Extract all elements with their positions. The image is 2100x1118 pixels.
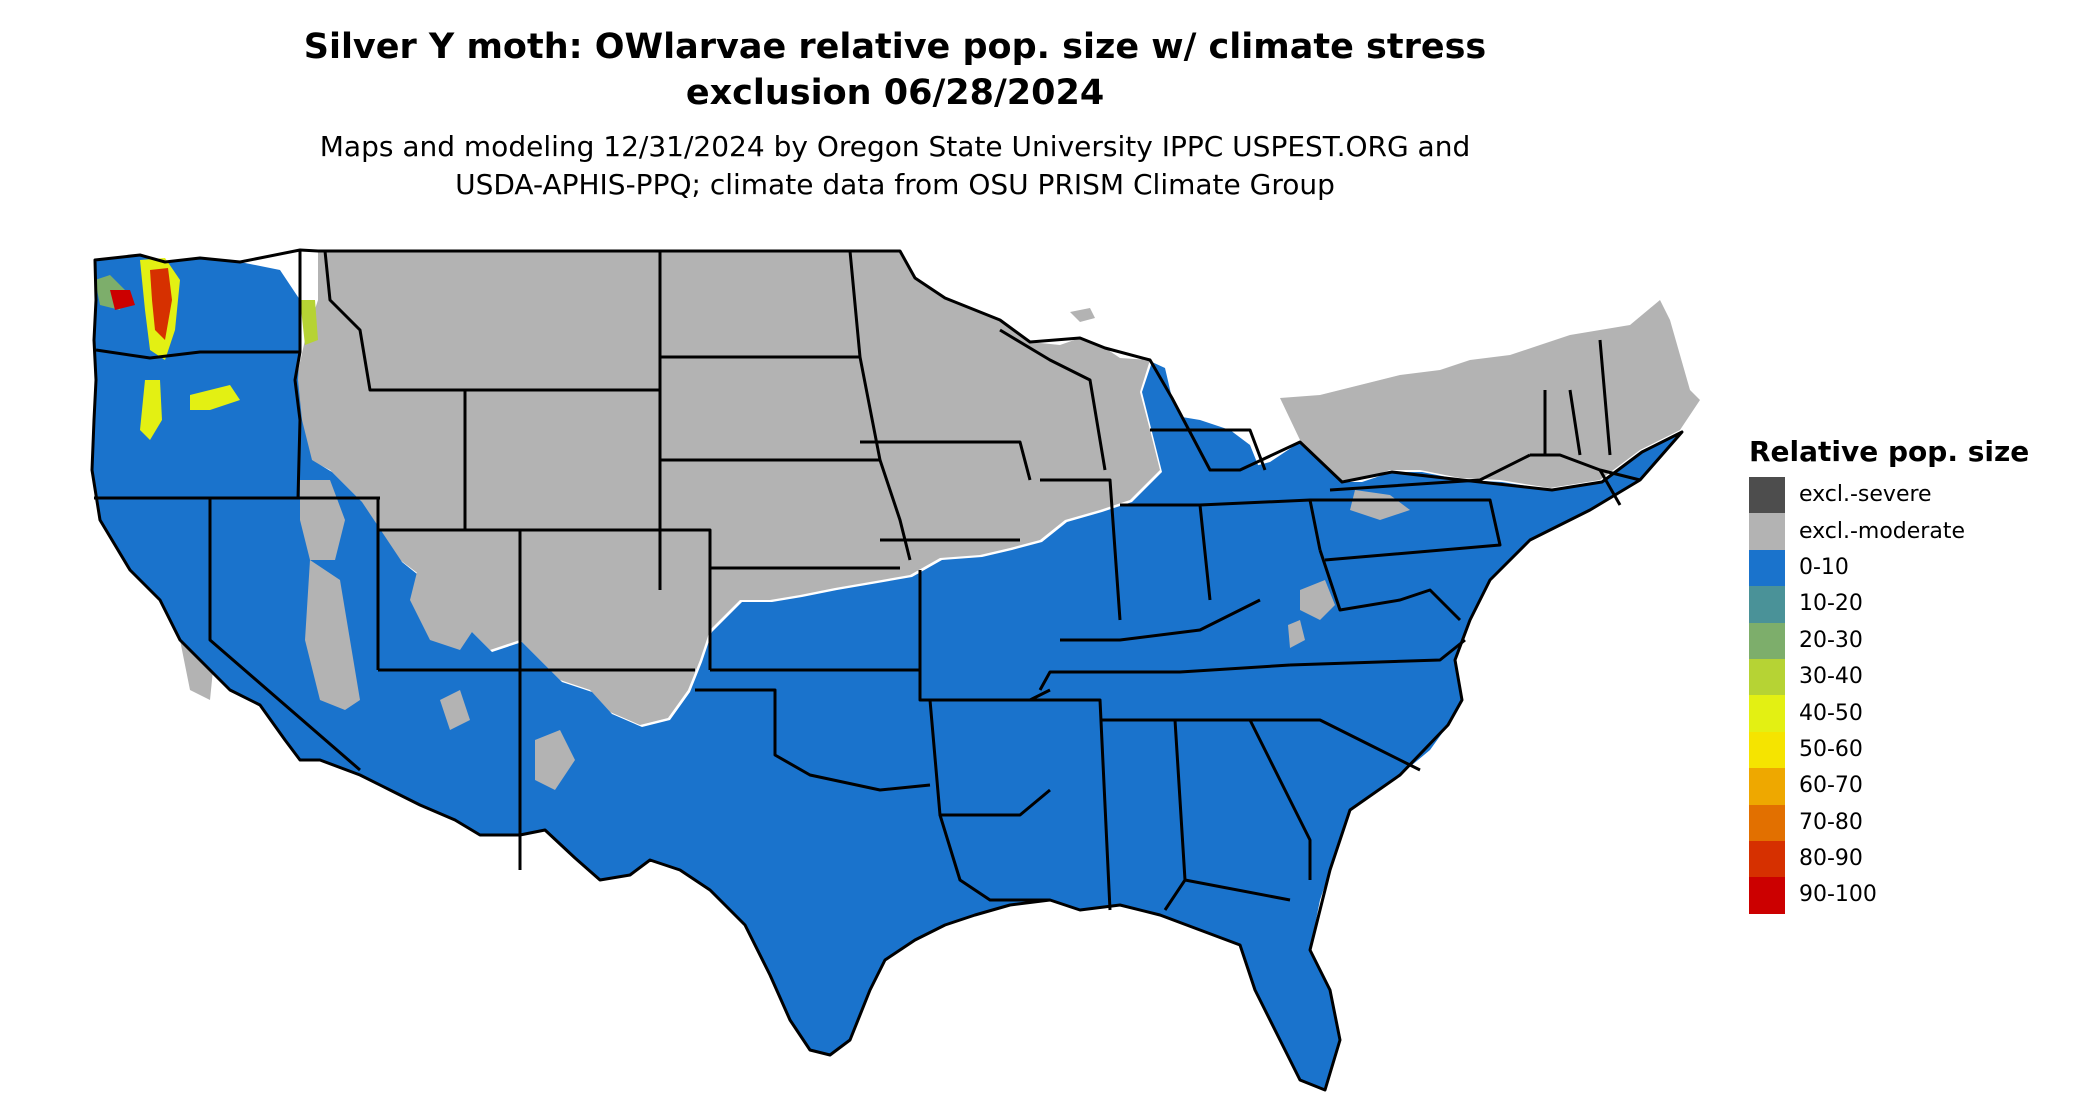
legend-label: 60-70 — [1799, 773, 1863, 799]
legend-label: 80-90 — [1799, 846, 1863, 872]
legend-swatch — [1749, 477, 1785, 514]
legend-item: 80-90 — [1749, 840, 2079, 878]
legend-item: 50-60 — [1749, 731, 2079, 769]
legend-swatch — [1749, 622, 1785, 659]
legend-swatch — [1749, 549, 1785, 587]
legend-swatch — [1749, 804, 1785, 841]
legend-swatch — [1749, 877, 1785, 914]
legend-items: excl.-severe excl.-moderate 0-10 10-20 20-30… — [1749, 477, 2079, 914]
legend-item: 70-80 — [1749, 804, 2079, 841]
legend-label: 70-80 — [1799, 809, 1863, 835]
legend-item: 20-30 — [1749, 622, 2079, 659]
legend-swatch — [1749, 513, 1785, 550]
legend-item: 30-40 — [1749, 658, 2079, 696]
legend-title: Relative pop. size — [1749, 435, 2030, 468]
legend-swatch — [1749, 658, 1785, 696]
legend-item: 40-50 — [1749, 695, 2079, 732]
map-subtitle-line-1: Maps and modeling 12/31/2024 by Oregon S… — [319, 130, 1471, 163]
legend: Relative pop. size excl.-severe excl.-mod… — [1749, 435, 2079, 914]
legend-swatch — [1749, 731, 1785, 769]
legend-label: 10-20 — [1799, 591, 1863, 617]
legend-swatch — [1749, 840, 1785, 878]
legend-label: excl.-moderate — [1799, 518, 1965, 544]
legend-item: 90-100 — [1749, 877, 2079, 914]
map-title: Silver Y moth: OWlarvae relative pop. si… — [0, 24, 1790, 116]
region-pnw-hotspots — [95, 258, 318, 440]
legend-label: 0-10 — [1799, 554, 1849, 580]
legend-swatch — [1749, 586, 1785, 623]
state-borders — [94, 250, 1641, 911]
region-excluded-patches — [300, 480, 1410, 790]
map-subtitle: Maps and modeling 12/31/2024 by Oregon S… — [0, 128, 1790, 204]
us-map — [90, 248, 1700, 1092]
map-title-line-2: exclusion 06/28/2024 — [685, 73, 1105, 113]
legend-swatch — [1749, 695, 1785, 732]
legend-item: excl.-severe — [1749, 477, 2079, 514]
map-title-line-1: Silver Y moth: OWlarvae relative pop. si… — [303, 27, 1487, 67]
legend-label: 50-60 — [1799, 736, 1863, 762]
legend-item: 60-70 — [1749, 768, 2079, 805]
legend-label: 30-40 — [1799, 664, 1863, 690]
legend-item: excl.-moderate — [1749, 513, 2079, 550]
legend-item: 10-20 — [1749, 586, 2079, 623]
legend-item: 0-10 — [1749, 549, 2079, 587]
legend-swatch — [1749, 768, 1785, 805]
map-subtitle-line-2: USDA-APHIS-PPQ; climate data from OSU PR… — [455, 168, 1335, 201]
legend-label: 40-50 — [1799, 700, 1863, 726]
legend-label: 20-30 — [1799, 627, 1863, 653]
us-outline — [90, 248, 1684, 1092]
legend-label: excl.-severe — [1799, 482, 1932, 508]
legend-label: 90-100 — [1799, 882, 1877, 908]
